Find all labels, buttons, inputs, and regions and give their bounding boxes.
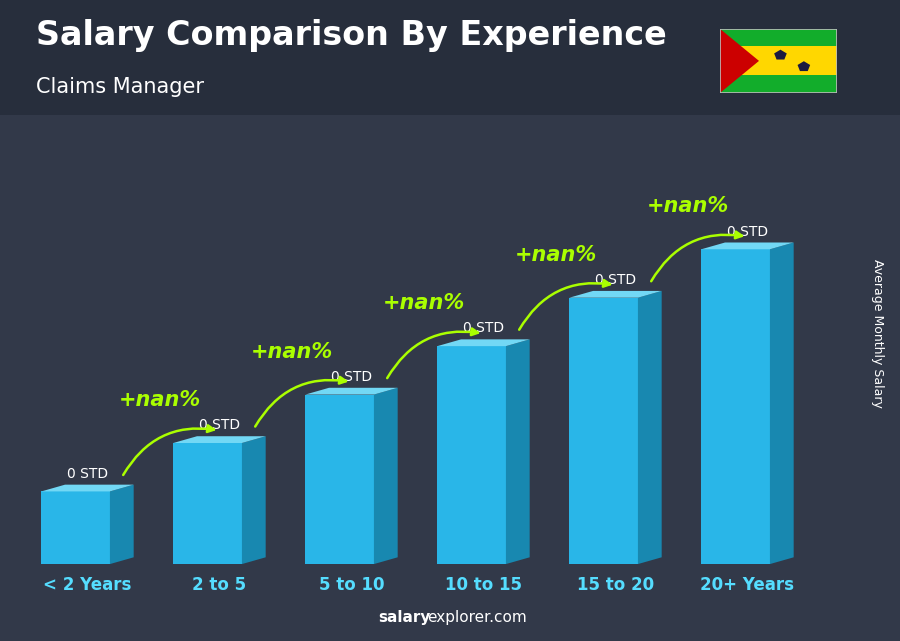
Polygon shape [437,346,506,564]
Text: explorer.com: explorer.com [428,610,527,625]
Polygon shape [720,29,759,93]
Polygon shape [797,62,810,71]
Polygon shape [638,291,662,564]
Text: 0 STD: 0 STD [199,419,240,432]
Text: Salary Comparison By Experience: Salary Comparison By Experience [36,19,667,52]
Text: 20+ Years: 20+ Years [700,576,795,594]
Bar [720,46,837,75]
Polygon shape [41,485,134,492]
Text: +nan%: +nan% [647,196,729,217]
Polygon shape [506,339,530,564]
Text: 0 STD: 0 STD [595,273,636,287]
Polygon shape [570,291,662,297]
Text: 10 to 15: 10 to 15 [445,576,522,594]
Polygon shape [305,388,398,395]
Polygon shape [174,437,266,443]
Text: 15 to 20: 15 to 20 [577,576,654,594]
Text: Claims Manager: Claims Manager [36,77,204,97]
Text: Average Monthly Salary: Average Monthly Salary [871,259,884,408]
Text: < 2 Years: < 2 Years [43,576,131,594]
Polygon shape [41,492,110,564]
Polygon shape [701,249,770,564]
Text: +nan%: +nan% [515,245,598,265]
Text: 5 to 10: 5 to 10 [319,576,384,594]
Polygon shape [774,50,787,60]
Polygon shape [374,388,398,564]
Text: +nan%: +nan% [251,342,333,362]
Text: 0 STD: 0 STD [727,224,768,238]
Polygon shape [110,485,134,564]
Polygon shape [305,395,374,564]
Polygon shape [701,242,794,249]
Text: 2 to 5: 2 to 5 [193,576,247,594]
Text: salary: salary [378,610,430,625]
Polygon shape [570,297,638,564]
Text: 0 STD: 0 STD [463,322,504,335]
Text: 0 STD: 0 STD [67,467,108,481]
Polygon shape [242,437,266,564]
Polygon shape [770,242,794,564]
Polygon shape [437,339,530,346]
Text: +nan%: +nan% [119,390,202,410]
Text: 0 STD: 0 STD [331,370,372,384]
Text: +nan%: +nan% [383,293,465,313]
Polygon shape [174,443,242,564]
